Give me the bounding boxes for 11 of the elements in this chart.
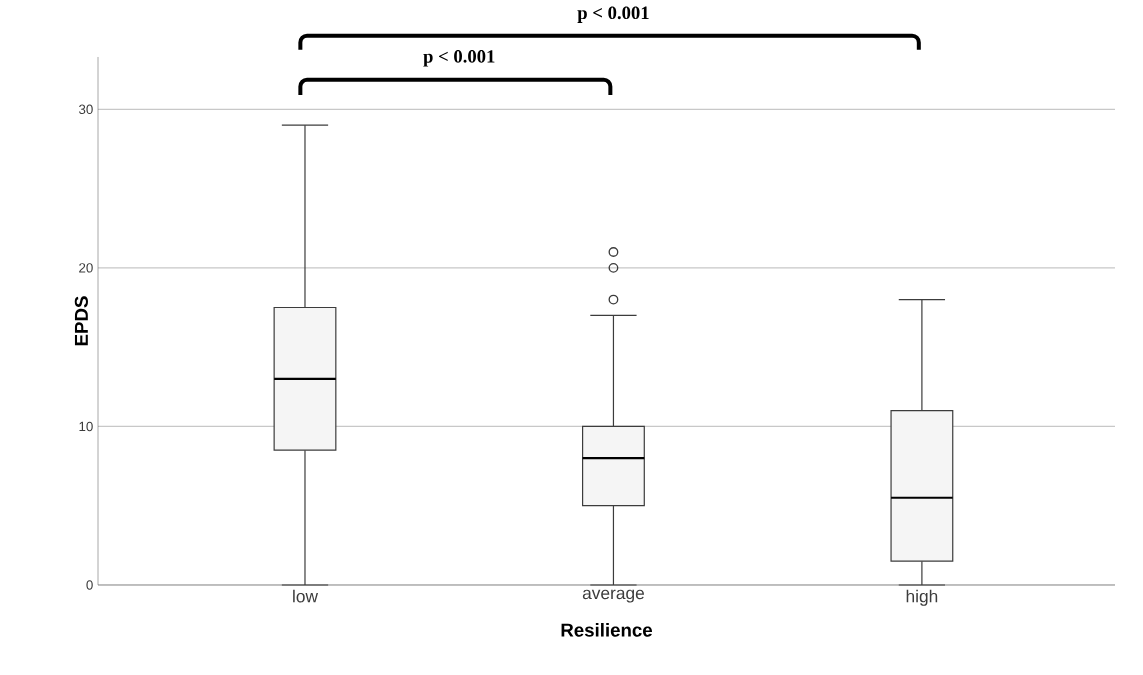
y-tick-label: 30 [78,104,93,115]
y-tick-label: 20 [79,263,93,273]
x-tick-label: average [582,589,644,603]
y-tick-label: 0 [86,580,93,590]
y-axis-title: EPDS [74,296,88,346]
annotation: p < 0.001 [423,50,495,67]
x-axis-title: Resilience [561,623,653,637]
y-tick-label: 10 [79,421,93,432]
x-tick-label: low [293,589,319,603]
x-tick-label: high [906,589,938,606]
text: p < 0.001 [577,6,649,23]
